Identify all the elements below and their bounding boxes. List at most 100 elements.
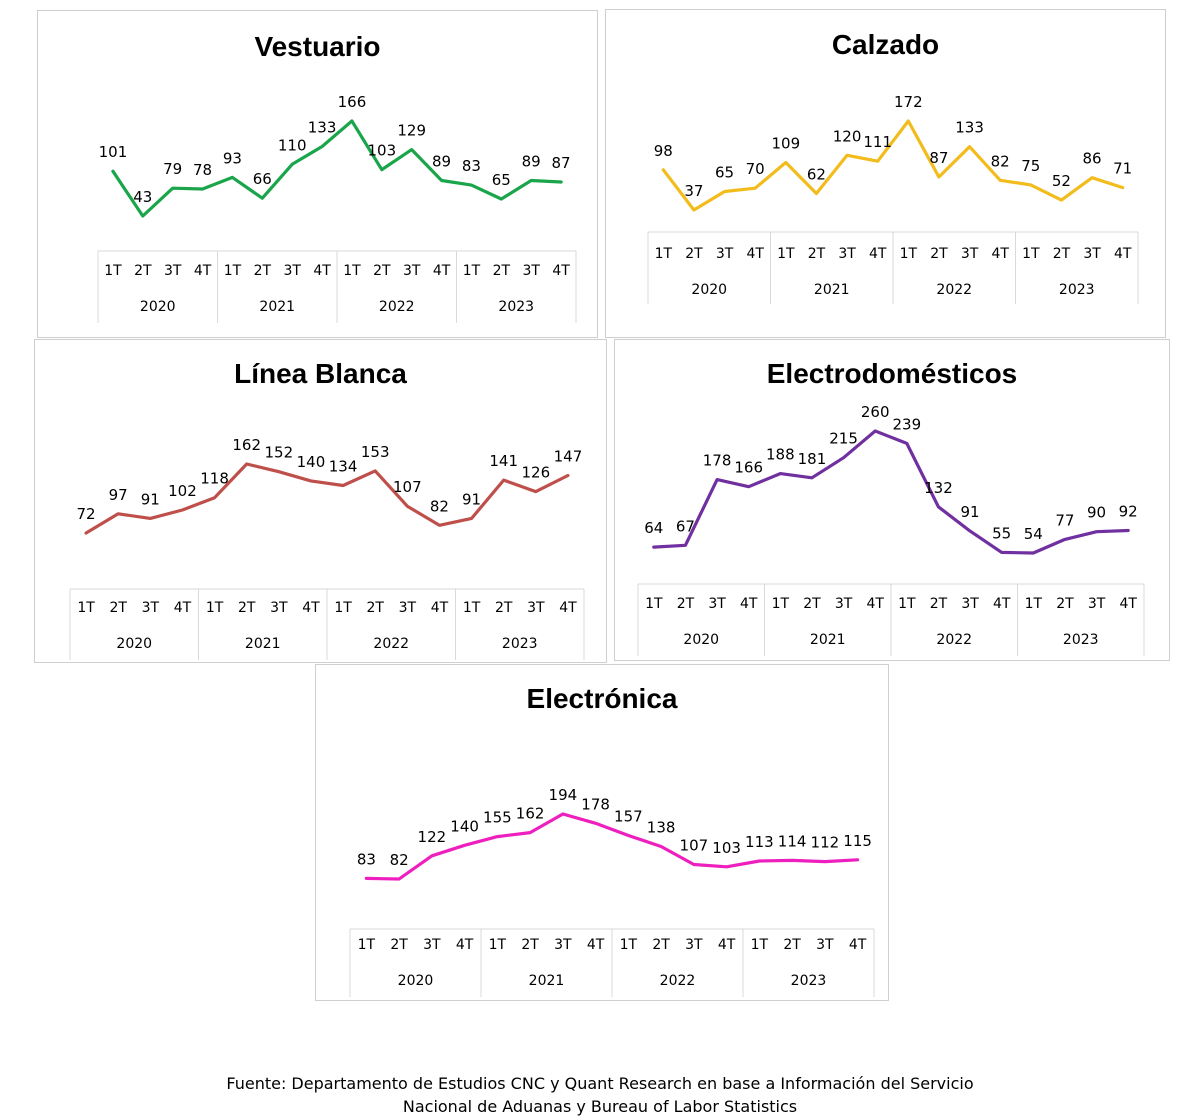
data-label: 166 [338,93,367,111]
year-label: 2021 [259,299,295,315]
data-label: 93 [223,149,242,167]
data-label: 75 [1021,157,1040,175]
series-line [661,119,1125,212]
quarter-tick-label: 1T [751,937,769,953]
chart-panel-linea-blanca: Línea Blanca 1T 2T 3T 4T 1T 2T 3T 4T 1T 2T 3T 4T 1T 2… [34,339,607,663]
quarter-tick-label: 1T [358,937,376,953]
data-label: 118 [200,470,229,488]
source-line-1: Fuente: Departamento de Estudios CNC y Q… [226,1074,974,1093]
quarter-tick-label: 2T [677,596,695,612]
data-label: 140 [297,453,326,471]
chart-panel-electronica: Electrónica 1T 2T 3T 4T 1T 2T 3T 4T 1T 2T 3T 4T 1T 2T… [315,664,889,1001]
data-label: 112 [811,834,840,852]
data-label: 103 [712,839,741,857]
quarter-tick-label: 1T [777,246,795,262]
data-label: 101 [99,143,128,161]
year-label: 2023 [1059,282,1095,298]
chart-svg: 1T 2T 3T 4T 1T 2T 3T 4T 1T 2T 3T 4T 1T 2T 3T 4T 2020 2021… [349,786,875,997]
year-label: 2022 [660,973,696,989]
year-label: 2022 [379,299,415,315]
data-label: 122 [418,828,447,846]
data-label: 215 [829,430,858,448]
data-label: 54 [1024,525,1043,543]
year-label: 2023 [502,636,538,652]
quarter-tick-label: 1T [898,596,916,612]
series-line [111,119,563,218]
data-label: 103 [367,142,396,160]
data-label: 155 [483,809,512,827]
data-label: 67 [676,517,695,535]
quarter-tick-label: 4T [456,937,474,953]
quarter-tick-label: 4T [993,596,1011,612]
data-label: 113 [745,833,774,851]
quarter-tick-label: 1T [343,263,361,279]
data-label: 120 [833,127,862,145]
quarter-tick-label: 3T [816,937,834,953]
quarter-tick-label: 4T [174,600,192,616]
quarter-tick-label: 3T [554,937,572,953]
quarter-tick-label: 4T [433,263,451,279]
quarter-tick-label: 4T [1119,596,1137,612]
year-label: 2023 [1063,632,1099,648]
data-label: 98 [654,142,673,160]
data-label: 71 [1113,160,1132,178]
year-label: 2022 [936,632,972,648]
data-label: 83 [462,157,481,175]
chart-svg: 1T 2T 3T 4T 1T 2T 3T 4T 1T 2T 3T 4T 1T 2T 3T 4T 2020 2021… [637,403,1145,656]
chart-svg: 1T 2T 3T 4T 1T 2T 3T 4T 1T 2T 3T 4T 1T 2T 3T 4T 2020 2021… [97,93,577,323]
data-label: 82 [390,851,409,869]
year-label: 2021 [529,973,565,989]
data-label: 114 [778,832,807,850]
quarter-tick-label: 1T [104,263,122,279]
data-label: 102 [168,482,197,500]
data-label: 66 [253,170,272,188]
quarter-tick-label: 2T [1056,596,1074,612]
quarter-tick-label: 4T [194,263,212,279]
quarter-tick-label: 2T [803,596,821,612]
data-label: 77 [1055,511,1074,529]
year-label: 2021 [814,282,850,298]
quarter-tick-label: 2T [783,937,801,953]
data-label: 166 [734,459,763,477]
quarter-tick-label: 4T [302,600,320,616]
quarter-tick-label: 3T [835,596,853,612]
year-label: 2020 [691,282,727,298]
chart-svg: 1T 2T 3T 4T 1T 2T 3T 4T 1T 2T 3T 4T 1T 2T 3T 4T 2020 2021… [647,93,1139,304]
quarter-tick-label: 4T [313,263,331,279]
data-label: 109 [771,135,800,153]
quarter-tick-label: 3T [685,937,703,953]
data-label: 153 [361,443,390,461]
quarter-tick-label: 1T [772,596,790,612]
data-label: 111 [863,133,892,151]
year-label: 2020 [683,632,719,648]
quarter-tick-label: 3T [423,937,441,953]
data-label: 52 [1052,172,1071,190]
quarter-tick-label: 1T [1022,246,1040,262]
quarter-tick-label: 2T [373,263,391,279]
chart-title: Vestuario [254,31,381,62]
quarter-tick-label: 4T [849,937,867,953]
data-label: 87 [552,154,571,172]
data-label: 188 [766,446,795,464]
quarter-tick-label: 3T [527,600,545,616]
data-label: 162 [232,436,261,454]
quarter-tick-label: 3T [716,246,734,262]
quarter-tick-label: 3T [283,263,301,279]
quarter-tick-label: 2T [493,263,511,279]
data-label: 115 [843,832,872,850]
data-label: 181 [798,450,827,468]
data-label: 70 [746,160,765,178]
quarter-tick-label: 4T [552,263,570,279]
data-label: 91 [141,490,160,508]
data-label: 55 [992,524,1011,542]
quarter-tick-label: 2T [808,246,826,262]
data-label: 110 [278,136,307,154]
quarter-tick-label: 3T [270,600,288,616]
x-axis: 1T 2T 3T 4T 1T 2T 3T 4T 1T 2T 3T 4T 1T 2T 3T 4T 2020 2021… [69,588,585,660]
quarter-tick-label: 2T [109,600,127,616]
quarter-tick-label: 1T [1025,596,1043,612]
quarter-tick-label: 1T [334,600,352,616]
data-label: 37 [684,182,703,200]
quarter-tick-label: 4T [431,600,449,616]
